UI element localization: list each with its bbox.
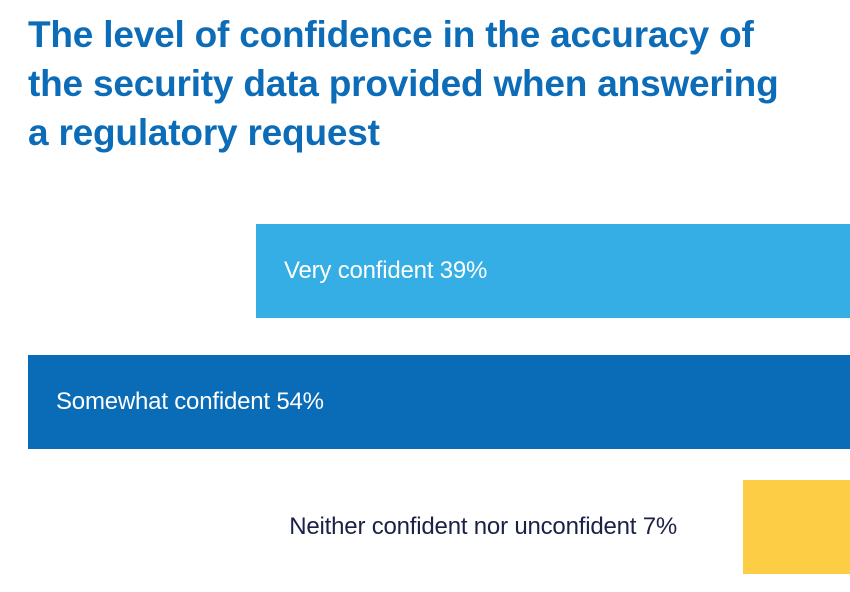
bar-somewhat-confident: Somewhat confident 54%	[28, 355, 850, 449]
bar-label-somewhat-confident: Somewhat confident 54%	[56, 388, 324, 415]
bar-very-confident: Very confident 39%	[256, 224, 850, 318]
bar-label-neither-confident: Neither confident nor unconfident 7%	[289, 513, 677, 540]
chart-title: The level of confidence in the accuracy …	[28, 14, 779, 153]
bar-label-very-confident: Very confident 39%	[284, 257, 488, 284]
bar-neither-confident: Neither confident nor unconfident 7%	[289, 480, 850, 574]
